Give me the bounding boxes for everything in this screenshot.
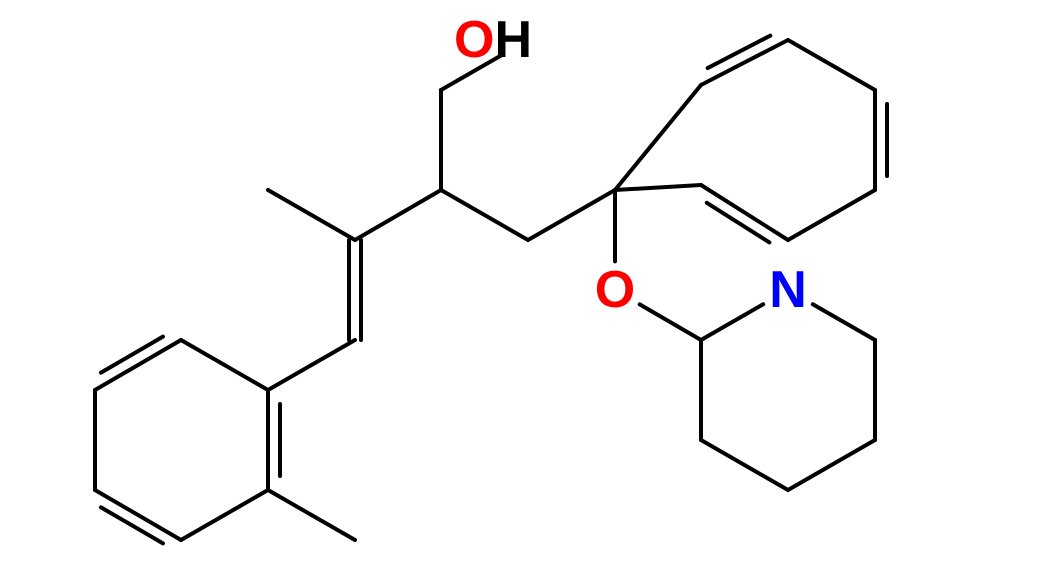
atom-label-o2: O xyxy=(595,261,635,319)
atom-label-n1: N xyxy=(769,261,807,319)
molecule-diagram: OH O N xyxy=(0,0,1059,561)
atom-label-o1: OH xyxy=(454,11,532,69)
